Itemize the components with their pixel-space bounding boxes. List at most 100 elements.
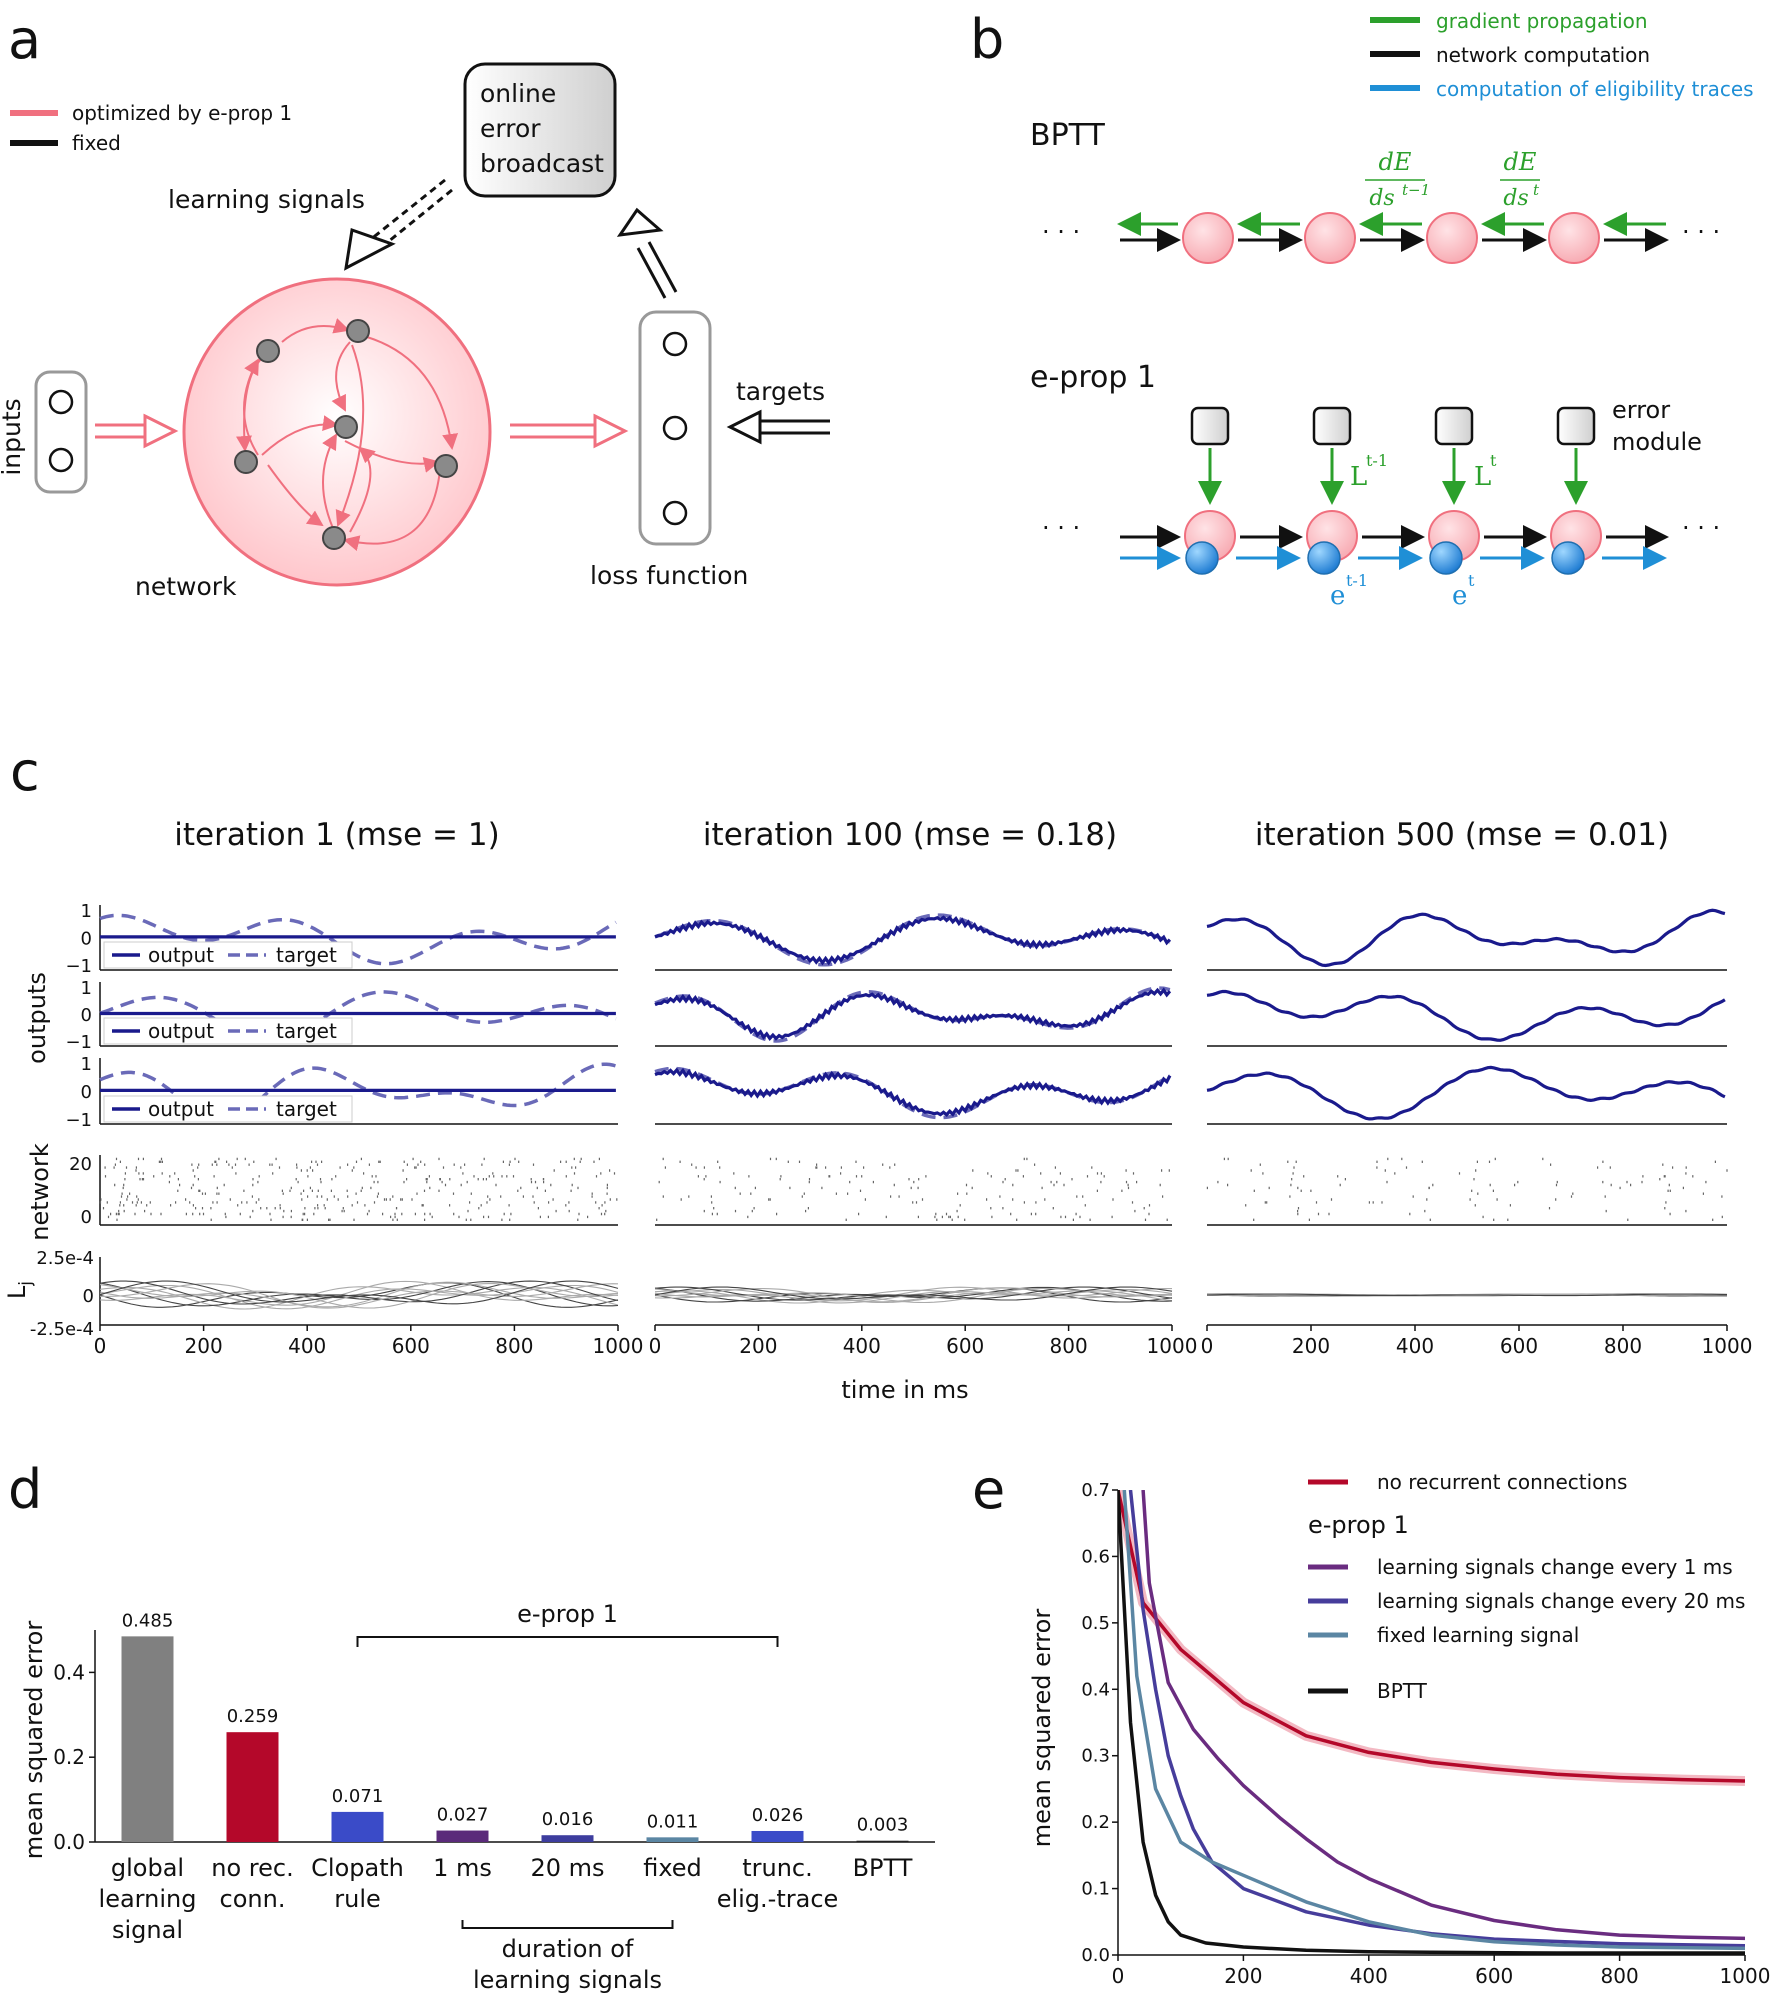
bar-value-label: 0.026 [752,1805,804,1826]
bar-value-label: 0.016 [542,1809,594,1830]
xtick-label: 0 [94,1334,107,1358]
series-line [1128,1490,1745,1948]
ytick-label: 0 [81,929,92,950]
category-label: 1 ms [433,1854,492,1882]
ytick-label: 0 [81,1082,92,1103]
frac-denominator: ds [1369,186,1394,211]
xtick-label: 0 [1112,1964,1125,1988]
ytick-label: −1 [65,956,92,977]
dots-right-eprop: · · · [1682,514,1720,542]
output-line [1206,908,1726,968]
xtick-label: 200 [739,1334,777,1358]
xtick-label: 800 [1050,1334,1088,1358]
xtick-label: 800 [1601,1964,1639,1988]
loss-to-broadcast-arrow [616,207,678,299]
ytick-label: 0 [81,1207,92,1228]
broadcast-box [463,62,617,198]
series-line [1122,1490,1745,1951]
learning-signal-trace [99,1283,619,1309]
learning-signals-label: learning signals [168,185,365,214]
learning-signal-trace [99,1281,619,1308]
learning-signal-trace [654,1288,1172,1304]
ytick-label: 0 [83,1286,94,1307]
bar [226,1732,279,1842]
bar [436,1830,489,1842]
learning-signal-trace [99,1284,619,1310]
xtick-label: 1000 [593,1334,644,1358]
output-line [1206,989,1726,1042]
panel-b-label: b [970,8,1004,71]
ylabel-L: Lj [3,1281,36,1299]
legend-label: fixed learning signal [1377,1623,1579,1647]
e-prev-sup: t-1 [1346,571,1368,590]
frac-numerator: dE [1504,148,1537,176]
L-prev-sup: t-1 [1366,451,1388,470]
xtick-label: 600 [946,1334,984,1358]
legend-eligibility: computation of eligibility traces [1436,77,1754,101]
bptt-title: BPTT [1030,118,1105,153]
category-label: 20 ms [530,1854,604,1882]
ytick-label: 0.2 [1081,1812,1110,1833]
learning-signal-trace [654,1287,1173,1304]
xtick-label: 800 [1604,1334,1642,1358]
frac-numerator: dE [1379,148,1412,176]
xtick-label: 1000 [1702,1334,1753,1358]
L-prev: L [1350,462,1367,492]
ytick-label: 1 [81,978,92,999]
fraction-cur: dE ds t [1500,148,1540,211]
xtick-label: 0 [1201,1334,1214,1358]
legend-gradient: gradient propagation [1436,9,1648,33]
learning-signal-trace [99,1280,619,1305]
spike-raster [99,1157,618,1221]
category-label: signal [112,1916,183,1944]
input-node [48,389,74,415]
bar [856,1840,909,1842]
bar-value-label: 0.259 [227,1706,279,1727]
duration-label: duration of [502,1935,634,1963]
ytick-label: 0 [81,1005,92,1026]
xtick-label: 1000 [1720,1964,1771,1988]
learning-signal-arrow [344,178,453,271]
learning-signal-trace [1206,1293,1728,1297]
broadcast-line-1: online [480,79,556,108]
legend-network: network computation [1436,43,1650,67]
series-line [1141,1490,1745,1941]
legend-target-label: target [276,943,337,967]
legend-output-label: output [148,943,214,967]
ytick-label: 0.1 [1081,1879,1110,1900]
loss-node [662,331,688,357]
bar-value-label: 0.071 [332,1786,384,1807]
xtick-label: 600 [1500,1334,1538,1358]
e-cur: e [1452,581,1467,611]
output-line [654,915,1172,966]
network-neurons [234,319,458,550]
legend-label: learning signals change every 1 ms [1377,1555,1733,1579]
category-label: global [111,1854,184,1882]
xtick-label: 400 [288,1334,326,1358]
ytick-label: 2.5e-4 [36,1248,94,1269]
xtick-label: 200 [1292,1334,1330,1358]
legend-label: learning signals change every 20 ms [1377,1589,1745,1613]
eprop-title: e-prop 1 [1030,360,1156,395]
frac-sup: t−1 [1402,181,1430,199]
category-label: fixed [643,1854,702,1882]
ytick-label: 1 [81,901,92,922]
ytick-label: -2.5e-4 [30,1319,94,1340]
error-module-line-1: error [1612,396,1670,424]
xtick-label: 200 [185,1334,223,1358]
panel-a: a optimized by e-prop 1 fixed learning s… [0,8,830,601]
bar-value-label: 0.003 [857,1815,909,1836]
inputs-label: inputs [0,398,26,475]
eprop-chain [1120,510,1669,575]
ytick-label: 0.4 [1081,1679,1110,1700]
panel-c: c iteration 1 (mse = 1) iteration 100 (m… [3,740,1752,1404]
series-line [1118,1490,1745,1783]
input-node [48,447,74,473]
ylabel-network: network [26,1143,54,1241]
panel-d-label: d [8,1458,42,1521]
targets-label: targets [736,377,825,406]
legend-header: e-prop 1 [1308,1511,1409,1539]
